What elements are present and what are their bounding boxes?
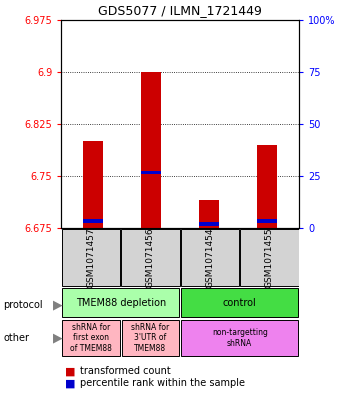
Text: ▶: ▶ — [53, 298, 62, 311]
Text: GSM1071454: GSM1071454 — [205, 227, 215, 288]
Text: transformed count: transformed count — [80, 366, 171, 376]
Text: TMEM88 depletion: TMEM88 depletion — [75, 298, 166, 308]
Text: protocol: protocol — [3, 299, 43, 310]
Bar — [121, 228, 180, 286]
Bar — [181, 228, 239, 286]
Bar — [62, 228, 120, 286]
Bar — [141, 171, 162, 174]
Bar — [83, 219, 103, 223]
Bar — [62, 288, 179, 317]
Text: ▶: ▶ — [53, 331, 62, 345]
Text: control: control — [223, 298, 257, 308]
Bar — [141, 72, 162, 228]
Text: GSM1071455: GSM1071455 — [265, 227, 274, 288]
Text: other: other — [3, 333, 29, 343]
Bar — [240, 228, 299, 286]
Text: GSM1071456: GSM1071456 — [146, 227, 155, 288]
Bar — [83, 141, 103, 228]
Text: ■: ■ — [65, 378, 75, 388]
Text: ■: ■ — [65, 366, 75, 376]
Bar — [122, 320, 179, 356]
Text: shRNA for
first exon
of TMEM88: shRNA for first exon of TMEM88 — [70, 323, 112, 353]
Bar — [199, 222, 219, 226]
Bar — [257, 219, 277, 223]
Bar — [257, 145, 277, 228]
Text: non-targetting
shRNA: non-targetting shRNA — [212, 328, 268, 348]
Text: GSM1071457: GSM1071457 — [86, 227, 96, 288]
Title: GDS5077 / ILMN_1721449: GDS5077 / ILMN_1721449 — [98, 4, 262, 17]
Bar — [182, 320, 298, 356]
Bar — [62, 320, 120, 356]
Bar — [199, 200, 219, 228]
Text: percentile rank within the sample: percentile rank within the sample — [80, 378, 245, 388]
Bar — [182, 288, 298, 317]
Text: shRNA for
3'UTR of
TMEM88: shRNA for 3'UTR of TMEM88 — [131, 323, 170, 353]
